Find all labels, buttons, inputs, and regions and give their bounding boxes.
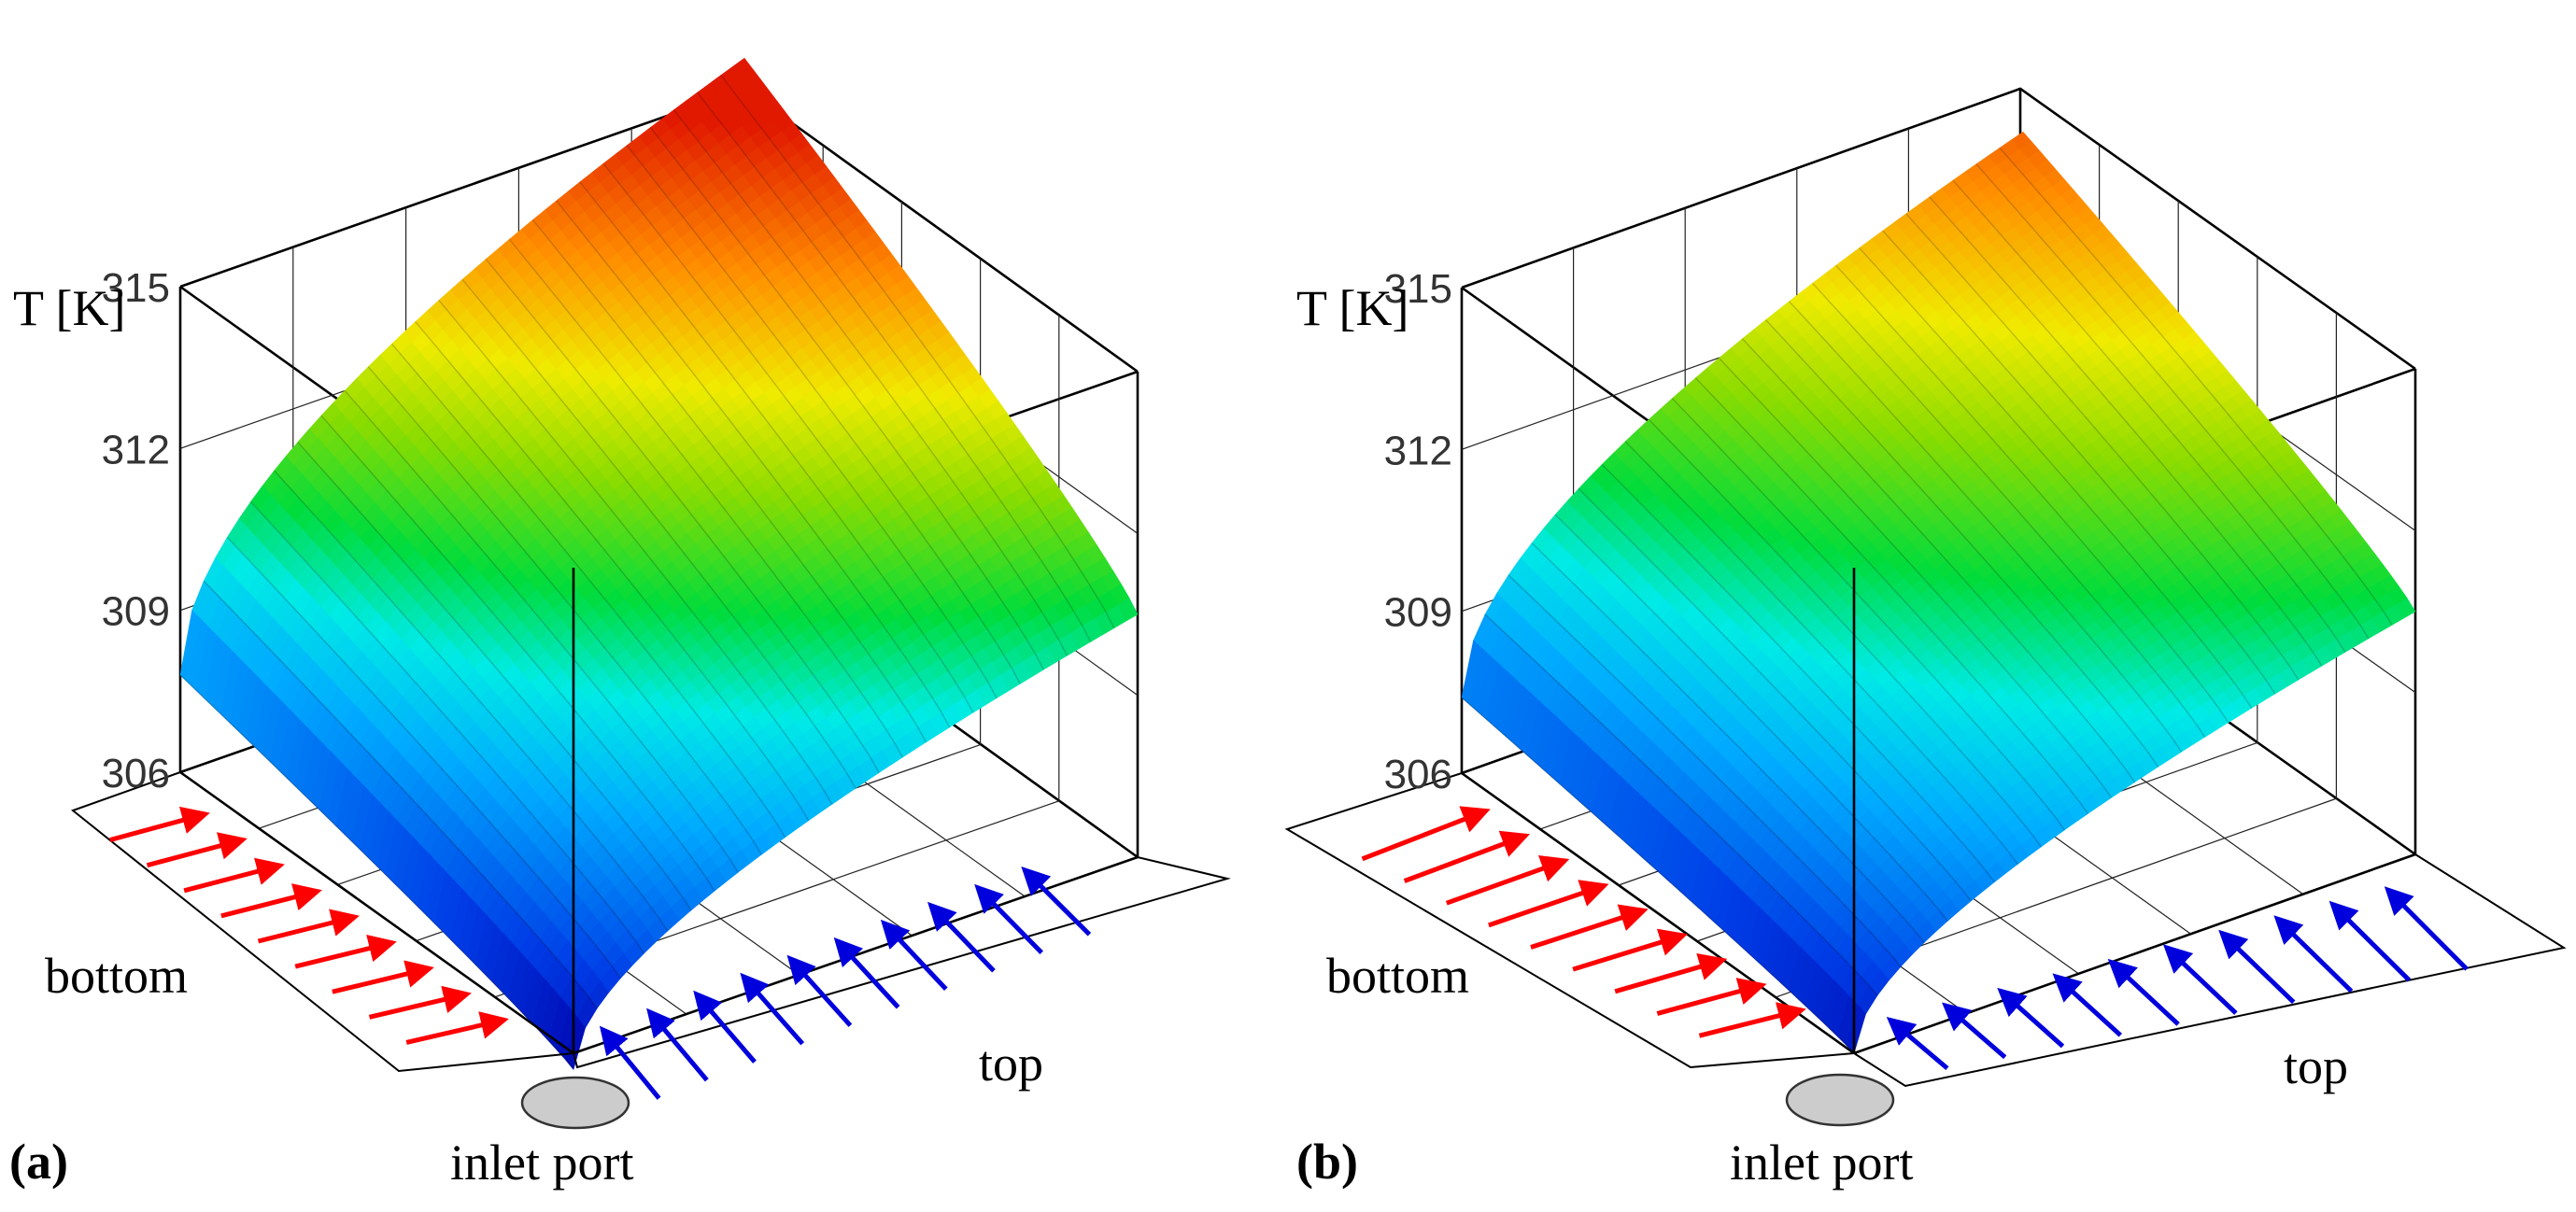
top-flow-arrow: [2273, 915, 2354, 994]
z-tick-label: 306: [1384, 752, 1452, 797]
bottom-flow-arrow: [294, 934, 397, 969]
inlet-port-icon: [1785, 1073, 1895, 1127]
z-axis-label: T [K]: [13, 280, 125, 336]
top-flow-arrow: [880, 919, 948, 991]
panel-label: (a): [9, 1134, 68, 1190]
top-flow-arrow: [1021, 866, 1092, 937]
bottom-flow-arrow: [1614, 952, 1728, 994]
inlet-port-label: inlet port: [450, 1134, 633, 1191]
bottom-flow-arrow: [1698, 1002, 1806, 1038]
bottom-flow-arrow: [368, 985, 472, 1020]
z-tick-label: 312: [102, 427, 170, 472]
top-flow-arrow: [974, 883, 1043, 955]
bottom-flow-arrow: [1656, 978, 1767, 1016]
bottom-flow-arrow: [405, 1011, 509, 1045]
bottom-flow-arrow: [1530, 904, 1649, 950]
bottom-flow-arrow: [1403, 830, 1531, 883]
bottom-flow-arrow: [1445, 854, 1570, 906]
bottom-flow-arrow: [1361, 806, 1491, 862]
bottom-flow-arrow: [109, 806, 210, 842]
top-flow-arrow: [2052, 973, 2122, 1037]
bottom-flow-arrow: [220, 883, 322, 919]
z-tick-label: 306: [102, 751, 170, 796]
top-flow-arrow: [2328, 900, 2412, 982]
top-flow-arrow: [740, 972, 805, 1046]
inlet-port-label: inlet port: [1730, 1134, 1913, 1191]
bottom-flow-arrow: [183, 857, 285, 894]
top-label: top: [979, 1036, 1043, 1092]
top-flow-arrow: [1942, 1002, 2007, 1060]
bottom-flow-arrow: [257, 909, 360, 944]
inlet-port-icon: [520, 1076, 630, 1130]
z-tick-label: 309: [1384, 590, 1452, 636]
top-flow-arrow: [646, 1008, 709, 1082]
top-flow-arrow: [2218, 929, 2296, 1005]
top-flow-arrow: [2384, 886, 2469, 971]
z-tick-label: 312: [1384, 428, 1452, 473]
bottom-flow-arrow: [1572, 928, 1688, 972]
top-flow-arrow: [2162, 944, 2238, 1015]
z-tick-label: 309: [102, 589, 170, 635]
top-flow-arrow: [1997, 987, 2065, 1049]
bottom-flow-arrow: [1488, 880, 1609, 928]
panel-label: (b): [1296, 1134, 1358, 1190]
top-flow-arrow: [693, 990, 757, 1064]
z-axis-label: T [K]: [1296, 280, 1408, 336]
bottom-flow-arrow: [332, 960, 434, 994]
bottom-flow-arrow: [146, 832, 248, 868]
temperature-surface-b: [1461, 131, 2416, 1054]
top-label: top: [2284, 1038, 2348, 1094]
bottom-label: bottom: [45, 948, 188, 1004]
temperature-surface-a: [179, 57, 1139, 1070]
top-flow-arrow: [1886, 1017, 1949, 1071]
bottom-label: bottom: [1326, 948, 1469, 1004]
top-flow-arrow: [2107, 958, 2180, 1026]
